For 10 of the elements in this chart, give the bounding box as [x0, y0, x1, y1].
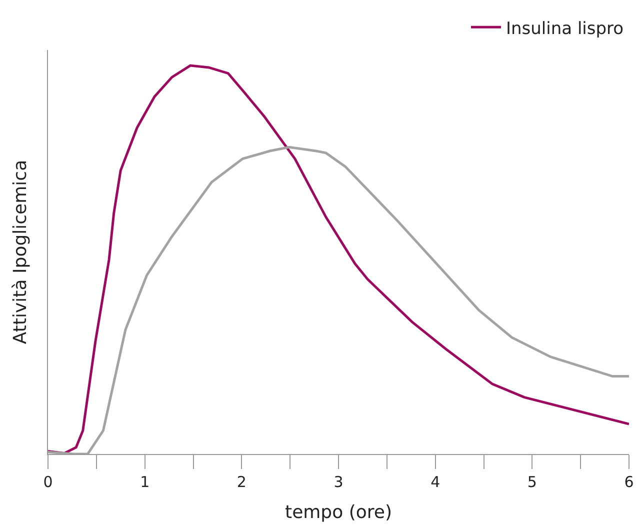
x-axis-title: tempo (ore)	[285, 502, 392, 524]
x-tick-label: 1	[140, 473, 150, 491]
x-tick-label: 5	[527, 473, 537, 491]
x-tick-label: 2	[236, 473, 246, 491]
x-tick-label: 0	[43, 473, 53, 491]
x-tick-label: 6	[624, 473, 634, 491]
x-tick-label: 4	[430, 473, 440, 491]
legend-label: Insulina lispro	[506, 18, 624, 39]
x-tick-label: 3	[334, 473, 344, 491]
y-axis-title: Attività Ipoglicemica	[10, 160, 32, 344]
